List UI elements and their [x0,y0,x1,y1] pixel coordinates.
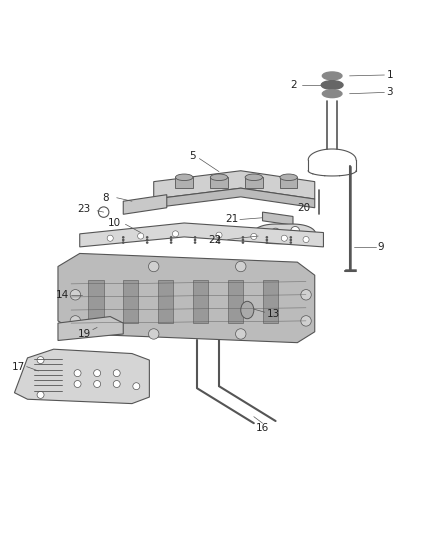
Polygon shape [58,254,315,343]
Circle shape [265,236,268,239]
Circle shape [94,381,101,387]
Circle shape [194,241,196,244]
Text: 23: 23 [78,204,91,214]
Circle shape [251,233,257,239]
Text: 17: 17 [12,361,25,372]
Circle shape [242,236,244,239]
Ellipse shape [280,174,297,181]
Circle shape [290,239,292,241]
Ellipse shape [245,174,262,181]
Circle shape [218,239,220,241]
Ellipse shape [176,174,193,181]
Circle shape [122,236,124,239]
Circle shape [133,383,140,390]
Text: 16: 16 [256,423,269,433]
Circle shape [218,236,220,239]
Circle shape [194,239,196,241]
Text: 19: 19 [78,329,91,339]
Circle shape [301,289,311,300]
Text: 5: 5 [190,150,196,160]
Circle shape [170,241,173,244]
Circle shape [265,241,268,244]
Circle shape [236,261,246,272]
Bar [228,279,243,323]
Circle shape [148,329,159,339]
Bar [123,279,138,323]
Circle shape [301,316,311,326]
Bar [210,177,228,188]
Bar [88,279,104,323]
Bar [158,279,173,323]
Circle shape [173,231,179,237]
Circle shape [37,357,44,364]
Circle shape [37,391,44,398]
Circle shape [146,239,148,241]
Polygon shape [154,171,315,199]
Circle shape [122,239,124,241]
Circle shape [170,239,173,241]
Circle shape [94,370,101,377]
Circle shape [74,370,81,377]
Polygon shape [58,317,123,341]
Bar [245,177,262,188]
Text: 8: 8 [102,193,109,203]
Bar [176,177,193,188]
Bar [280,177,297,188]
Text: 14: 14 [56,290,69,300]
Circle shape [122,241,124,244]
Bar [262,279,278,323]
Circle shape [113,370,120,377]
Circle shape [170,236,173,239]
Circle shape [74,381,81,387]
Circle shape [70,289,81,300]
Circle shape [242,239,244,241]
Circle shape [303,237,309,243]
Circle shape [146,236,148,239]
Polygon shape [154,188,315,208]
Circle shape [291,227,300,235]
Circle shape [281,235,287,241]
Polygon shape [80,223,323,247]
Text: 9: 9 [378,242,385,252]
Circle shape [146,241,148,244]
Circle shape [70,316,81,326]
Text: 2: 2 [291,80,297,90]
Polygon shape [123,195,167,214]
Polygon shape [253,224,316,244]
Circle shape [271,228,280,237]
Circle shape [242,241,244,244]
Circle shape [265,239,268,241]
Circle shape [148,261,159,272]
Circle shape [107,235,113,241]
Polygon shape [14,349,149,403]
Text: 13: 13 [267,309,280,319]
Circle shape [138,233,144,239]
Bar [193,279,208,323]
Circle shape [113,381,120,387]
Text: 10: 10 [108,218,121,228]
Circle shape [290,241,292,244]
Ellipse shape [322,90,342,98]
Text: 21: 21 [225,214,239,224]
Polygon shape [262,212,293,225]
Circle shape [216,232,222,238]
Text: 22: 22 [208,235,221,245]
Circle shape [218,241,220,244]
Ellipse shape [210,174,228,181]
Circle shape [290,236,292,239]
Circle shape [236,329,246,339]
Circle shape [99,207,109,217]
Text: 1: 1 [387,70,393,80]
Text: 20: 20 [297,203,311,213]
Ellipse shape [322,72,342,80]
Text: 3: 3 [387,87,393,98]
Circle shape [194,236,196,239]
Ellipse shape [321,80,343,90]
Ellipse shape [241,301,254,319]
